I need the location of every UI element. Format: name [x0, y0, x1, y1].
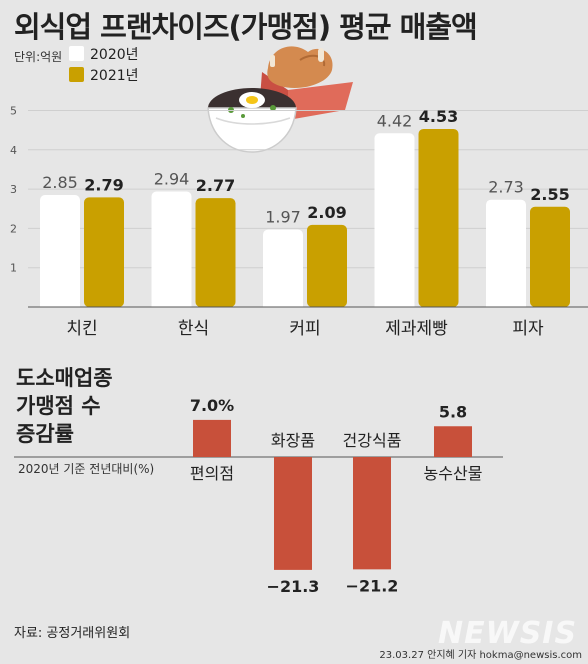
category-label: 제과제빵: [385, 319, 448, 339]
bar-2021: [530, 206, 570, 307]
change-bar: [353, 457, 391, 570]
change-chart-title-line: 가맹점 수: [16, 394, 101, 418]
category-label: 치킨: [66, 319, 97, 339]
bar-base: [486, 303, 526, 307]
category-label: 커피: [289, 319, 320, 339]
change-bar: [193, 419, 231, 457]
data-label: 1.97: [265, 208, 301, 227]
data-label: 2.79: [84, 175, 123, 194]
y-tick-label: 3: [10, 183, 17, 196]
legend-swatch-2020: [69, 46, 84, 61]
data-label: 5.8: [439, 402, 467, 421]
data-label: 2.77: [196, 176, 235, 195]
data-label: 2.73: [488, 178, 524, 197]
change-bar: [274, 457, 312, 570]
bar-2020: [486, 199, 526, 307]
unit-label: 단위:억원: [14, 50, 63, 64]
y-tick-label: 2: [10, 222, 17, 235]
data-label: 4.42: [377, 111, 413, 130]
legend-swatch-2021: [69, 67, 84, 82]
y-tick-label: 5: [10, 105, 17, 118]
bar-2020: [263, 229, 303, 307]
category-label: 건강식품: [343, 431, 402, 450]
bar-2020: [40, 194, 80, 307]
bar-2020: [151, 191, 192, 307]
sales-bar-chart: 1 2 3 4 5 2.85 2.79 2.94 2.77 1.97 2.09 4.42 4.53 2.…: [10, 46, 588, 339]
data-label: 2.55: [530, 185, 569, 204]
change-bar: [434, 426, 472, 457]
data-label: 2.94: [154, 169, 190, 188]
source-note: 자료: 공정거래위원회: [14, 626, 131, 641]
bar-base: [263, 303, 303, 307]
data-label: 4.53: [419, 107, 458, 126]
credit-line: 23.03.27 안지혜 기자 hokma@newsis.com: [379, 650, 582, 661]
category-label: 한식: [178, 319, 209, 339]
bar-base: [374, 303, 415, 307]
bar-2021: [307, 224, 347, 307]
bar-base: [151, 303, 192, 307]
data-label: −21.3: [267, 577, 320, 596]
bar-2021: [195, 198, 236, 307]
y-tick-label: 1: [10, 262, 17, 275]
category-label: 화장품: [271, 431, 315, 450]
noodle-bowl-illustration: [207, 88, 297, 153]
data-label: 7.0%: [190, 396, 234, 415]
y-tick-label: 4: [10, 144, 17, 157]
newsis-logo: NEWSIS: [438, 616, 578, 651]
bar-2021: [418, 128, 459, 307]
data-label: 2.09: [307, 203, 346, 222]
change-chart-note: 2020년 기준 전년대비(%): [18, 462, 155, 476]
bar-2021: [84, 197, 124, 307]
change-chart-title: 도소매업종 가맹점 수 증감률: [16, 364, 113, 448]
change-chart-title-line: 증감률: [16, 422, 74, 446]
data-label: −21.2: [346, 576, 399, 595]
page-title: 외식업 프랜차이즈(가맹점) 평균 매출액: [14, 10, 478, 44]
category-label: 피자: [512, 319, 544, 339]
category-label: 편의점: [190, 464, 234, 483]
legend-label-2020: 2020년: [90, 47, 139, 63]
data-label: 2.85: [42, 173, 78, 192]
category-label: 농수산물: [424, 464, 483, 483]
bar-base: [40, 303, 80, 307]
legend-label-2021: 2021년: [90, 68, 139, 84]
bar-2020: [374, 133, 415, 307]
change-chart-title-line: 도소매업종: [16, 366, 113, 390]
